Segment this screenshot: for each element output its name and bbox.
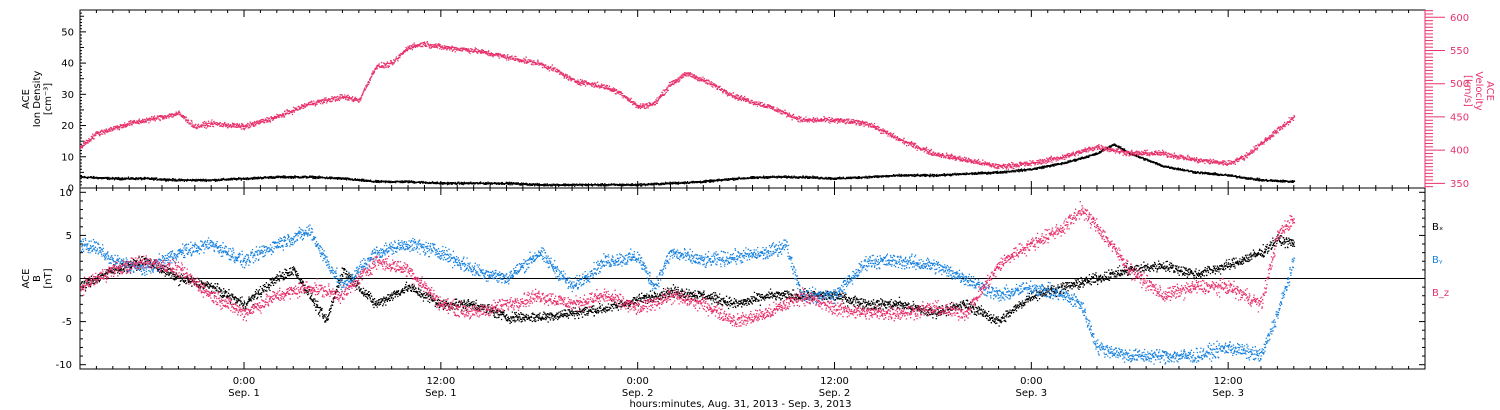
x-tick-time-label: 12:00 [426, 376, 455, 387]
x-tick-time-label: 12:00 [820, 376, 849, 387]
b-axis-title-line: ACE [21, 269, 32, 289]
x-tick-date-label: Sep. 3 [1212, 388, 1244, 399]
b-series-points-2 [80, 201, 1296, 328]
x-tick-time-label: 0:00 [233, 376, 255, 387]
density-axis-title-line: [cm⁻³] [43, 83, 54, 115]
velocity-y-tick-label: 550 [1450, 46, 1469, 57]
b-axis-title-line: [nT] [43, 268, 54, 288]
velocity-y-tick-label: 450 [1450, 112, 1469, 123]
x-tick-date-label: Sep. 1 [228, 388, 260, 399]
velocity-series-points [80, 40, 1296, 170]
x-tick-date-label: Sep. 1 [425, 388, 457, 399]
density-y-tick-label: 30 [61, 90, 74, 101]
velocity-y-tick-label: 400 [1450, 146, 1469, 157]
velocity-y-tick-label: 600 [1450, 13, 1469, 24]
density-axis-title: ACE Ion Density [cm⁻³] [21, 71, 54, 128]
velocity-axis-title-line: [km/s] [1462, 75, 1473, 107]
x-axis-title: hours:minutes, Aug. 31, 2013 - Sep. 3, 2… [629, 399, 851, 410]
data-points-layer [80, 40, 1296, 365]
velocity-y-tick-label: 500 [1450, 79, 1469, 90]
b-axis-title: ACE B [nT] [21, 268, 54, 288]
velocity-y-tick-label: 350 [1450, 179, 1469, 190]
x-tick-date-label: Sep. 2 [819, 388, 851, 399]
x-tick-date-label: Sep. 3 [1016, 388, 1048, 399]
x-tick-time-label: 0:00 [1020, 376, 1042, 387]
density-y-tick-label: 40 [61, 59, 74, 70]
x-tick-time-label: 12:00 [1214, 376, 1243, 387]
axes-layer [79, 9, 1445, 369]
b-series-points-1 [80, 224, 1296, 365]
velocity-axis-title-line: Velocity [1473, 71, 1484, 110]
density-series-points [80, 143, 1296, 187]
b-y-tick-label: 5 [66, 231, 72, 242]
density-y-tick-label: 10 [61, 152, 74, 163]
b-legend-entry: Bᵧ [1432, 255, 1443, 266]
density-axis-title-line: Ion Density [32, 71, 43, 128]
b-y-tick-label: -5 [62, 317, 72, 328]
density-y-tick-label: 20 [61, 121, 74, 132]
density-y-tick-label: 50 [61, 27, 74, 38]
b-y-tick-label: 0 [66, 274, 72, 285]
b-legend-entry: B_z [1432, 288, 1449, 299]
velocity-axis-title-line: ACE [1484, 81, 1495, 101]
b-axis-title-line: B [32, 275, 43, 282]
b-y-tick-label: -10 [56, 360, 72, 371]
b-y-tick-label: 10 [59, 188, 72, 199]
x-tick-date-label: Sep. 2 [622, 388, 654, 399]
density-y-tick-label: 0 [68, 184, 74, 195]
x-tick-time-label: 0:00 [626, 376, 648, 387]
density-axis-title-line: ACE [21, 89, 32, 109]
b-legend-entry: Bₓ [1432, 222, 1443, 233]
